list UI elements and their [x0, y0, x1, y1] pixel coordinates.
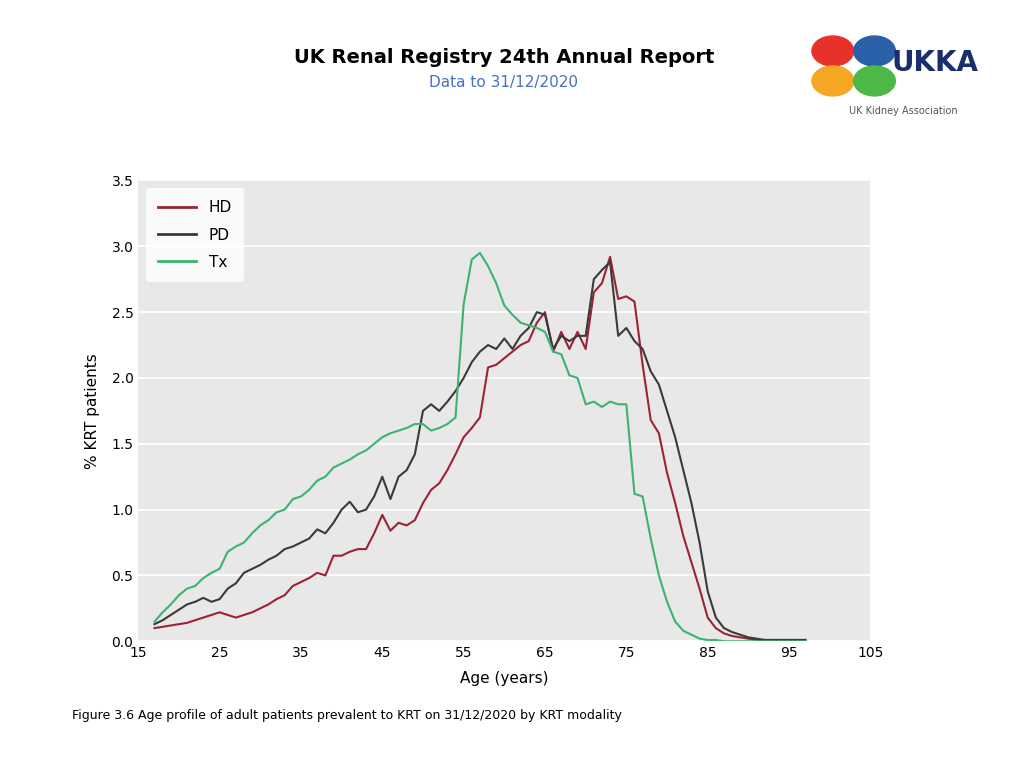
Text: Data to 31/12/2020: Data to 31/12/2020	[429, 74, 579, 90]
Text: UK Renal Registry 24th Annual Report: UK Renal Registry 24th Annual Report	[294, 48, 714, 67]
Text: UK Kidney Association: UK Kidney Association	[849, 106, 957, 116]
Y-axis label: % KRT patients: % KRT patients	[85, 353, 100, 468]
Ellipse shape	[812, 66, 854, 96]
Text: Figure 3.6 Age profile of adult patients prevalent to KRT on 31/12/2020 by KRT m: Figure 3.6 Age profile of adult patients…	[72, 710, 622, 722]
Ellipse shape	[812, 36, 854, 66]
Ellipse shape	[854, 66, 895, 96]
Legend: HD, PD, Tx: HD, PD, Tx	[145, 188, 244, 282]
X-axis label: Age (years): Age (years)	[460, 671, 549, 687]
Text: UKKA: UKKA	[892, 49, 979, 77]
Ellipse shape	[854, 36, 895, 66]
